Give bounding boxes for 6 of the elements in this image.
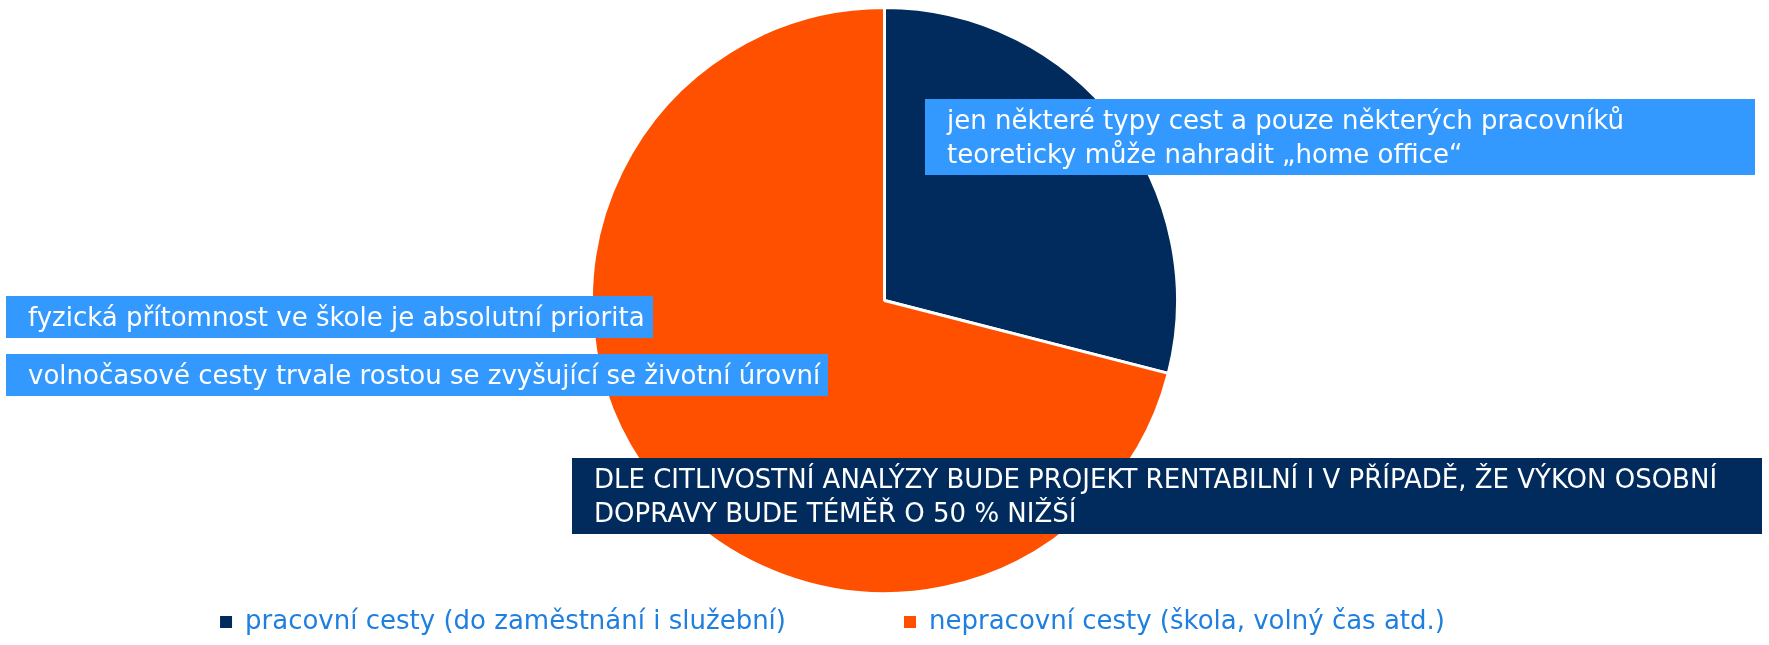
text: DLE CITLIVOSTNÍ ANALÝZY BUDE PROJEKT RENTABILNÍ I V PŘÍPADĚ, ŽE VÝKON OSOBNÍ DOPRAVY BUDE TÉMĚŘ O 50 % NIŽŠÍ (572, 458, 1762, 534)
text: fyzická přítomnost ve škole je absolutní priorita (6, 296, 653, 338)
text: jen některé typy cest a pouze některých pracovníků teoreticky může nahradit „home office“ (925, 99, 1755, 175)
text: volnočasové cesty trvale rostou se zvyšující se životní úrovní (6, 354, 829, 396)
legend-label: nepracovní cesty (škola, volný čas atd.) (928, 604, 1549, 635)
legend-label: pracovní cesty (do zaměstnání i služební) (245, 604, 890, 635)
